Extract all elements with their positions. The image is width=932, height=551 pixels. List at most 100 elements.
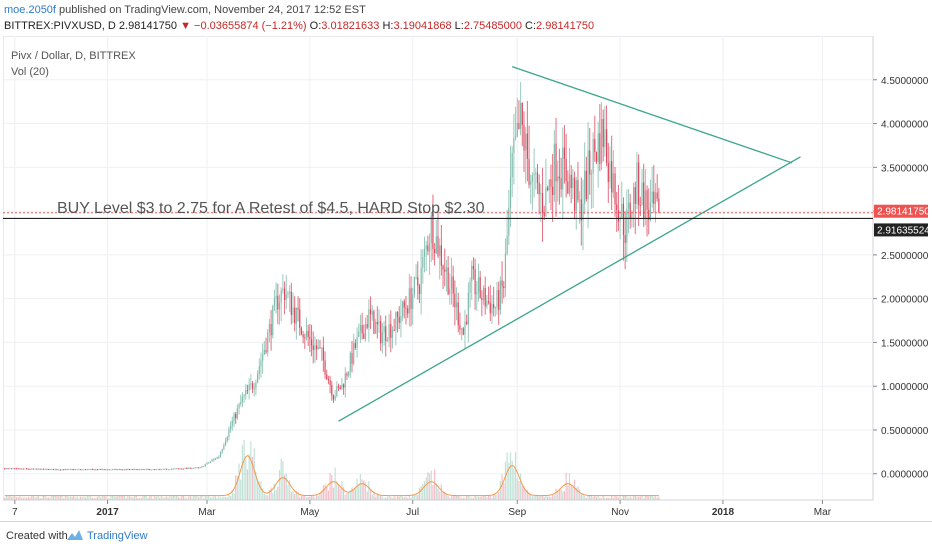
candle-body (36, 468, 38, 470)
candle-body (627, 202, 630, 209)
candle-body (568, 174, 571, 194)
publication-header: moe.2050f published on TradingView.com, … (4, 4, 366, 16)
candle-body (629, 202, 631, 219)
candle-body (47, 469, 50, 471)
candle-body (76, 469, 78, 471)
candle-body (197, 467, 200, 469)
candle-body (63, 469, 65, 471)
candle-body (219, 452, 222, 457)
volume-bar (149, 496, 151, 500)
footer: Created with TradingView (0, 521, 932, 551)
volume-bar (449, 497, 451, 500)
author-link[interactable]: moe.2050f (4, 4, 56, 16)
candle-body (302, 334, 304, 338)
candle-body (177, 468, 179, 470)
candle-body (44, 468, 46, 470)
candle-body (400, 316, 402, 323)
candle-body (95, 469, 97, 471)
tradingview-logo-icon (67, 530, 83, 540)
candle-body (165, 468, 168, 470)
volume-bar (499, 480, 501, 500)
volume-bar (78, 497, 80, 500)
volume-bar (280, 458, 282, 500)
volume-bar (442, 492, 444, 500)
volume-bar (364, 481, 367, 500)
candle-body (17, 468, 19, 470)
volume-bar (10, 496, 13, 500)
candle-body (297, 307, 299, 310)
volume-bar (290, 491, 292, 500)
volume-bar (361, 479, 363, 500)
candle-body (393, 329, 395, 331)
volume-bar (644, 496, 646, 500)
volume-bar (654, 495, 657, 500)
candle-body (176, 468, 178, 470)
candle-body (32, 468, 34, 470)
volume-bar (498, 491, 500, 500)
candle-body (412, 295, 414, 309)
candle-body (427, 245, 429, 252)
candle-body (312, 345, 314, 351)
candle-body (280, 290, 282, 303)
volume-bar (91, 497, 93, 500)
volume-bar (250, 441, 252, 500)
candle-body (560, 178, 562, 190)
volume-bar (9, 496, 11, 500)
volume-bars (4, 440, 660, 500)
ohlc-high: 3.19041868 (393, 20, 452, 32)
volume-bar (567, 485, 569, 500)
volume-bar (71, 496, 73, 500)
candle-body (614, 173, 616, 205)
volume-bar (216, 497, 218, 500)
candle-body (14, 468, 16, 470)
candle-body (337, 386, 340, 388)
volume-bar (275, 490, 277, 500)
candle-body (100, 469, 102, 471)
volume-bar (106, 498, 109, 500)
volume-bar (199, 496, 201, 500)
volume-bar (469, 496, 471, 500)
volume-bar (363, 480, 365, 500)
volume-bar (520, 473, 522, 500)
volume-bar (37, 495, 40, 500)
candle-body (378, 321, 380, 325)
plot-frame (2, 35, 874, 501)
candle-body (449, 288, 451, 295)
candle-body (600, 118, 603, 164)
price-chart[interactable]: 4.500000004.000000003.500000003.00000000… (2, 35, 932, 520)
volume-bar (606, 497, 608, 500)
volume-bar (413, 493, 415, 500)
volume-bar (208, 495, 210, 500)
candle-body (609, 161, 611, 183)
chart-area[interactable]: 4.500000004.000000003.500000003.00000000… (2, 35, 932, 520)
candle-body (391, 329, 394, 338)
volume-bar (479, 496, 481, 500)
volume-bar (125, 498, 127, 500)
candle-body (585, 170, 587, 200)
volume-bar (354, 487, 356, 500)
candle-body (88, 469, 90, 471)
candle-body (351, 353, 353, 364)
legend-title: Pivx / Dollar, D, BITTREX (11, 50, 136, 62)
volume-bar (487, 495, 490, 500)
candle-body (457, 302, 459, 326)
candle-body (472, 265, 475, 270)
candle-body (371, 311, 373, 315)
candle-body (150, 469, 152, 471)
tradingview-link[interactable]: TradingView (87, 530, 148, 542)
volume-bar (96, 496, 99, 500)
volume-bar (246, 469, 249, 500)
volume-bar (137, 498, 139, 500)
volume-bar (342, 487, 345, 500)
candle-body (187, 467, 190, 469)
volume-bar (439, 491, 441, 500)
candle-body (641, 182, 643, 206)
volume-bar (457, 495, 459, 500)
volume-bar (165, 496, 168, 500)
volume-bar (602, 496, 604, 500)
candle-body (440, 245, 442, 266)
volume-bar (434, 469, 436, 500)
volume-bar (437, 488, 439, 500)
